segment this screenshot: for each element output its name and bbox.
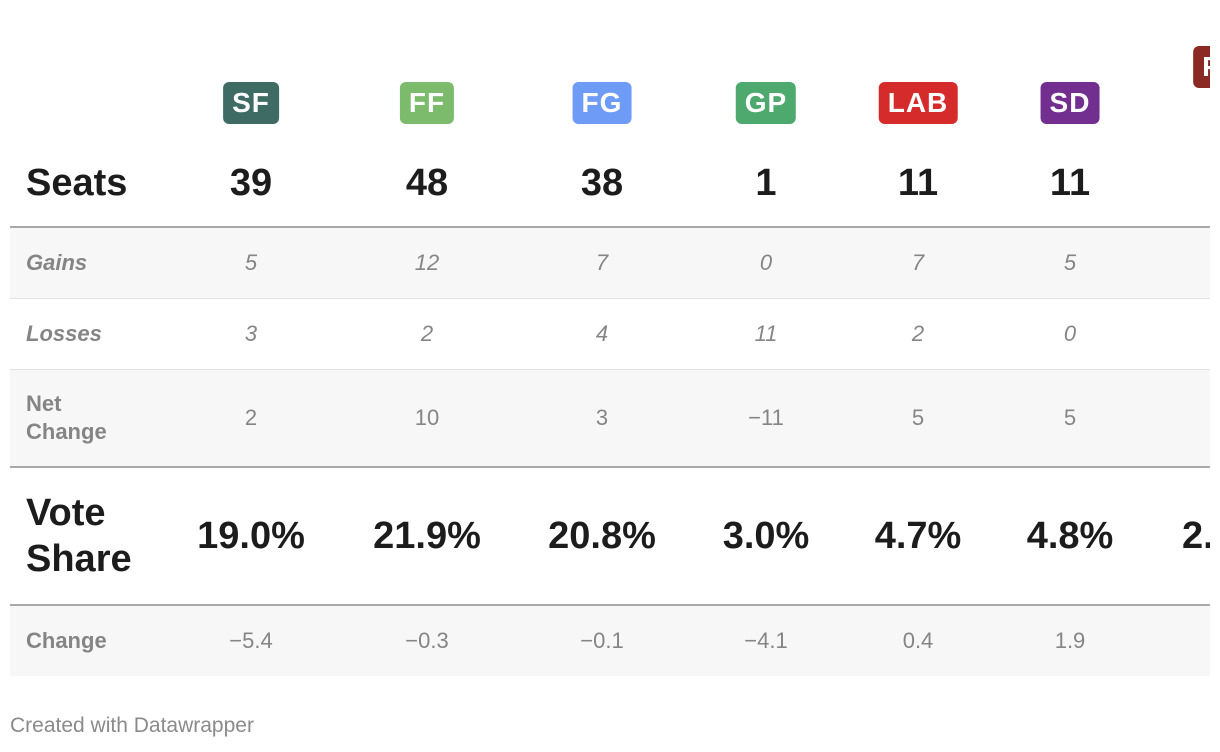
net-change-value: −11 [748, 405, 784, 430]
gains-value: 7 [595, 250, 609, 275]
vote-change-value: 0.4 [902, 628, 934, 653]
net-change-value: 3 [595, 405, 609, 430]
party-badge-cell: SD [1040, 80, 1100, 126]
seats-value: 38 [580, 161, 624, 204]
net-divider [10, 466, 1210, 468]
losses-divider [10, 369, 1210, 370]
vote-change-value: −0.3 [405, 628, 449, 653]
net-change-label: Net Change [26, 370, 107, 466]
vote-share-value: 4.7% [874, 514, 962, 557]
party-badge-cell: FF [399, 80, 455, 126]
gains-row: Gains 5 12 7 0 7 5 [10, 228, 1210, 298]
gains-divider [10, 298, 1210, 299]
party-badge-cell: LAB [878, 80, 958, 126]
party-badge: P [1193, 46, 1210, 88]
vote-share-label-line2: Share [26, 538, 132, 580]
seats-value: 39 [229, 161, 273, 204]
gains-value: 5 [244, 250, 258, 275]
gains-value: 7 [911, 250, 925, 275]
seats-divider [10, 226, 1210, 228]
net-change-value: 2 [244, 405, 258, 430]
vote-change-value: −0.1 [580, 628, 624, 653]
losses-row: Losses 3 2 4 11 2 0 [10, 299, 1210, 369]
seats-label: Seats [26, 162, 128, 204]
vote-share-row: Vote Share 19.0% 21.9% 20.8% 3.0% 4.7% 4.8% 2. [10, 468, 1210, 604]
party-badge: FG [572, 82, 632, 124]
party-badge-cell: SF [223, 80, 279, 126]
party-badge-cell: FG [572, 80, 632, 126]
vote-share-label: Vote Share [26, 468, 132, 604]
net-change-label-line2: Change [26, 419, 107, 444]
vote-change-row: Change −5.4 −0.3 −0.1 −4.1 0.4 1.9 [10, 606, 1210, 676]
losses-value: 2 [911, 321, 925, 346]
credit-footer: Created with Datawrapper [10, 714, 254, 737]
seats-value: 11 [897, 161, 939, 204]
seats-value: 11 [1049, 161, 1091, 204]
vote-share-value: 21.9% [373, 514, 481, 557]
vote-change-label: Change [26, 628, 107, 653]
gains-label: Gains [26, 250, 88, 275]
vote-share-value: 3.0% [722, 514, 810, 557]
vote-share-value: 2. [1182, 514, 1210, 557]
seats-row: Seats 39 48 38 1 11 11 [10, 140, 1210, 226]
losses-value: 3 [244, 321, 258, 346]
vote-share-value: 19.0% [197, 514, 305, 557]
vote-share-value: 20.8% [548, 514, 656, 557]
party-badge: SD [1040, 82, 1100, 124]
party-badge: SF [223, 82, 279, 124]
losses-value: 11 [754, 321, 778, 346]
vote-change-value: −4.1 [744, 628, 788, 653]
losses-value: 2 [420, 321, 434, 346]
losses-label: Losses [26, 321, 102, 346]
party-header-row: SF FF FG GP LAB SD P [10, 46, 1210, 126]
party-badge-cell: GP [735, 80, 797, 126]
gains-value: 0 [759, 250, 773, 275]
net-change-label-line1: Net [26, 391, 62, 416]
net-change-value: 10 [414, 405, 440, 430]
vote-change-value: 1.9 [1054, 628, 1086, 653]
party-badge: FF [399, 82, 455, 124]
losses-value: 4 [595, 321, 609, 346]
party-badge: GP [735, 82, 797, 124]
seats-value: 1 [755, 161, 777, 204]
vote-share-value: 4.8% [1026, 514, 1114, 557]
losses-value: 0 [1063, 321, 1077, 346]
net-change-value: 5 [1063, 405, 1077, 430]
seats-value: 48 [405, 161, 449, 204]
vote-change-value: −5.4 [229, 628, 273, 653]
gains-value: 5 [1063, 250, 1077, 275]
gains-value: 12 [414, 250, 440, 275]
vote-divider [10, 604, 1210, 606]
party-badge: LAB [878, 82, 958, 124]
net-change-row: Net Change 2 10 3 −11 5 5 [10, 370, 1210, 466]
vote-share-label-line1: Vote [26, 492, 106, 534]
party-badge-cell: P [1193, 44, 1210, 90]
net-change-value: 5 [911, 405, 925, 430]
